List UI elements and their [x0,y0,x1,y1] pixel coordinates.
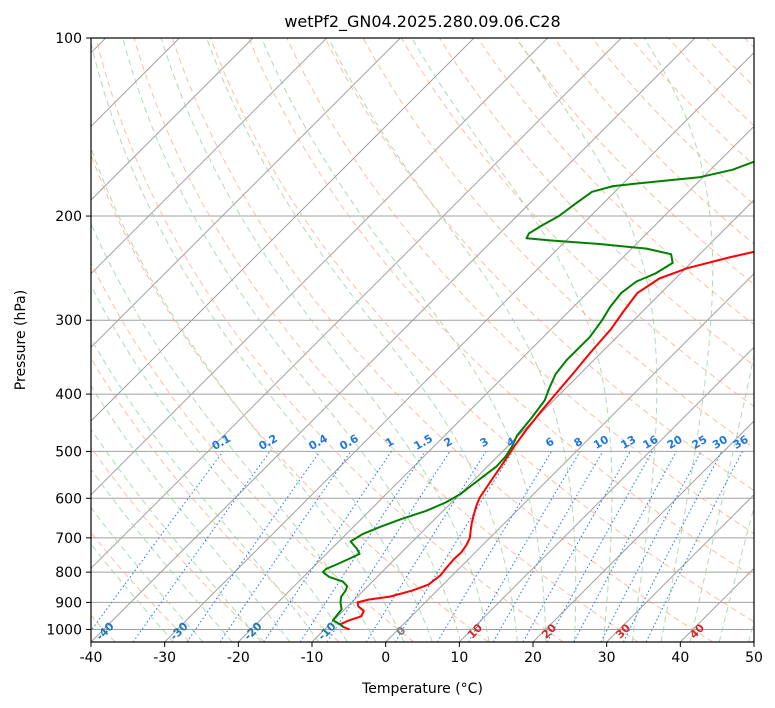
x-tick-label: 30 [598,650,616,666]
isotherm-line [164,51,754,642]
dewpoint-profile [321,160,754,628]
isotherm-line [91,38,696,642]
isotherm-line [385,272,754,642]
moist-adiabat [160,38,490,642]
mixing-ratio-line [622,451,723,642]
moist-adiabat [91,384,291,642]
moist-adiabat [91,428,262,642]
plot-frame [90,37,755,643]
mixing-ratio-line [394,451,514,642]
mixing-ratio-line [522,451,631,642]
mixing-ratio-line [132,451,271,642]
mixing-ratio-line [219,451,352,642]
y-tick-label: 400 [55,387,82,403]
mixing-ratio-line [546,451,653,642]
y-tick-label: 700 [55,531,82,547]
y-tick-label: 800 [55,565,82,581]
y-tick-label: 600 [55,491,82,507]
y-tick-label: 500 [55,444,82,460]
temperature-profile [339,250,754,631]
dry-adiabat [91,357,340,642]
chart-title: wetPf2_GN04.2025.280.09.06.C28 [284,12,560,32]
dry-adiabat [248,38,754,578]
moist-adiabat [91,40,433,642]
y-tick-label: 100 [55,31,82,47]
y-tick-label: 300 [55,313,82,329]
x-tick-label: 20 [524,650,542,666]
mixing-ratio-line [645,451,743,642]
moist-adiabat [516,38,658,642]
moist-adiabat [91,222,377,642]
x-tick-label: -20 [227,650,250,666]
mixing-ratio-line [91,451,224,632]
mixing-ratio-line [186,451,321,642]
background-lines [91,38,754,642]
dry-adiabat [133,38,639,642]
mixing-ratio-line [263,451,392,642]
isotherm-line [91,38,475,422]
dry-adiabat [477,38,754,326]
dry-adiabat [91,446,265,642]
moist-adiabat [206,38,518,642]
x-tick-label: -10 [301,650,324,666]
mixing-ratio-line [573,451,677,642]
x-tick-label: 10 [450,650,468,666]
isotherm-line [91,38,549,496]
x-tick-label: -40 [80,650,103,666]
isotherm-line [91,38,622,570]
moist-adiabat [91,506,204,642]
moist-adiabat [91,146,405,642]
x-tick-label: -30 [153,650,176,666]
y-tick-label: 900 [55,595,82,611]
profile-lines [321,160,754,631]
moist-adiabat [261,38,547,642]
moist-adiabat [91,543,174,642]
moist-adiabat [122,38,462,642]
dry-adiabat [91,261,415,642]
x-tick-label: 0 [381,650,390,666]
isotherm-line [606,493,754,642]
moist-adiabat [411,38,613,642]
y-axis-title: Pressure (hPa) [13,290,29,390]
isotherm-line [458,346,754,642]
moist-adiabat [91,284,348,642]
axes: -40 -30 -20 -10 0 10 20 30 40 50 100 200 300 400 500 60… [46,31,763,666]
dry-adiabat [171,38,713,642]
isotherm-line [91,38,401,349]
x-tick-label: 40 [671,650,689,666]
isotherm-line [237,125,754,642]
moist-adiabat [91,468,233,642]
mixing-ratio-line [326,451,451,642]
mixing-ratio-line [299,451,426,642]
moist-adiabat [718,505,754,642]
x-axis-title: Temperature (°C) [361,681,483,697]
dry-adiabat [286,38,754,535]
isotherm-line [91,38,254,201]
moist-adiabat [91,337,320,642]
y-tick-label: 1000 [46,622,82,638]
dry-adiabat [515,38,754,285]
isotherm-line [91,38,328,275]
dry-adiabat [324,38,754,492]
dry-adiabat [210,38,754,623]
x-tick-label: 50 [745,650,763,666]
moist-adiabat [328,38,577,642]
dry-adiabat [95,38,564,642]
moist-adiabat [689,353,754,642]
isotherm-line [532,420,754,642]
y-tick-label: 200 [55,209,82,225]
moist-adiabat [643,38,714,642]
